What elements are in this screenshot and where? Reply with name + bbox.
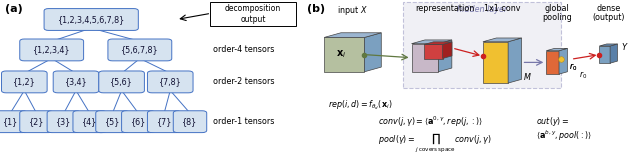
Text: $pool(\gamma) = \prod_{j\,\mathrm{covers\,space}} conv(j,\gamma)$: $pool(\gamma) = \prod_{j\,\mathrm{covers… [378,132,492,155]
FancyBboxPatch shape [147,71,193,93]
Polygon shape [324,37,365,72]
Text: (a): (a) [4,4,22,14]
FancyBboxPatch shape [173,111,207,133]
FancyBboxPatch shape [210,2,296,26]
Text: {3}: {3} [56,117,72,126]
Text: {1}: {1} [3,117,18,126]
Text: dense: dense [596,4,621,13]
Text: {7,8}: {7,8} [159,77,182,86]
Polygon shape [424,44,443,58]
FancyBboxPatch shape [96,111,129,133]
Polygon shape [365,33,381,72]
Polygon shape [483,38,522,42]
Text: {7}: {7} [156,117,172,126]
Polygon shape [483,42,508,83]
Text: representation: representation [415,4,475,13]
Polygon shape [547,48,568,51]
Text: order-8 tensor: order-8 tensor [212,15,270,24]
Text: order-4 tensors: order-4 tensors [212,45,274,54]
FancyBboxPatch shape [1,71,47,93]
FancyBboxPatch shape [73,111,106,133]
Text: {5}: {5} [105,117,120,126]
Text: 1x1 conv: 1x1 conv [484,4,520,13]
Text: {4}: {4} [82,117,97,126]
Polygon shape [599,46,610,63]
Text: (output): (output) [592,13,625,22]
FancyBboxPatch shape [99,71,145,93]
Text: {8}: {8} [182,117,198,126]
Polygon shape [424,42,452,44]
FancyBboxPatch shape [122,111,155,133]
Polygon shape [508,38,522,83]
Polygon shape [547,51,559,74]
FancyBboxPatch shape [20,39,84,61]
Text: decomposition
output: decomposition output [225,4,281,24]
Text: $out(y) =$: $out(y) =$ [536,115,570,128]
Text: {6}: {6} [131,117,146,126]
Text: $M$: $M$ [524,71,532,82]
FancyBboxPatch shape [403,2,561,88]
Text: $\mathbf{x}_i$: $\mathbf{x}_i$ [336,49,346,61]
Text: {2}: {2} [29,117,44,126]
Text: order-1 tensors: order-1 tensors [212,117,274,126]
FancyBboxPatch shape [147,111,181,133]
FancyBboxPatch shape [0,111,27,133]
Polygon shape [610,44,618,63]
Text: $r_0$: $r_0$ [569,61,577,73]
Text: $rep(i,d) = f_{\theta_d}(\mathbf{x}_i)$: $rep(i,d) = f_{\theta_d}(\mathbf{x}_i)$ [328,98,392,112]
Text: {3,4}: {3,4} [65,77,87,86]
FancyBboxPatch shape [20,111,53,133]
Polygon shape [324,33,381,37]
Text: {5,6,7,8}: {5,6,7,8} [121,45,159,54]
FancyBboxPatch shape [47,111,81,133]
Text: pooling: pooling [542,13,572,22]
Text: global: global [545,4,569,13]
Polygon shape [559,48,568,74]
Text: $r_0$: $r_0$ [569,61,577,73]
Polygon shape [599,44,618,46]
Text: order-2 tensors: order-2 tensors [212,77,275,86]
Text: {1,2,3,4}: {1,2,3,4} [33,45,70,54]
Polygon shape [412,40,452,44]
Text: $conv(j,\gamma) = \langle \mathbf{a}^{0,\gamma}, rep(j,:)\rangle$: $conv(j,\gamma) = \langle \mathbf{a}^{0,… [378,115,483,129]
Text: $r_0$: $r_0$ [579,69,588,81]
Polygon shape [438,40,452,72]
FancyBboxPatch shape [44,9,138,30]
Text: hidden layer: hidden layer [457,5,507,14]
Text: {5,6}: {5,6} [110,77,133,86]
Text: $\langle \mathbf{a}^{b,y}, pool(:)\rangle$: $\langle \mathbf{a}^{b,y}, pool(:)\rangl… [536,129,592,143]
Polygon shape [443,42,452,58]
Text: {1,2,3,4,5,6,7,8}: {1,2,3,4,5,6,7,8} [58,15,125,24]
FancyBboxPatch shape [108,39,172,61]
FancyBboxPatch shape [53,71,99,93]
Text: (b): (b) [307,4,326,14]
Text: {1,2}: {1,2} [13,77,36,86]
Text: input $X$: input $X$ [337,4,368,17]
Polygon shape [412,44,438,72]
Text: $Y$: $Y$ [621,41,628,52]
